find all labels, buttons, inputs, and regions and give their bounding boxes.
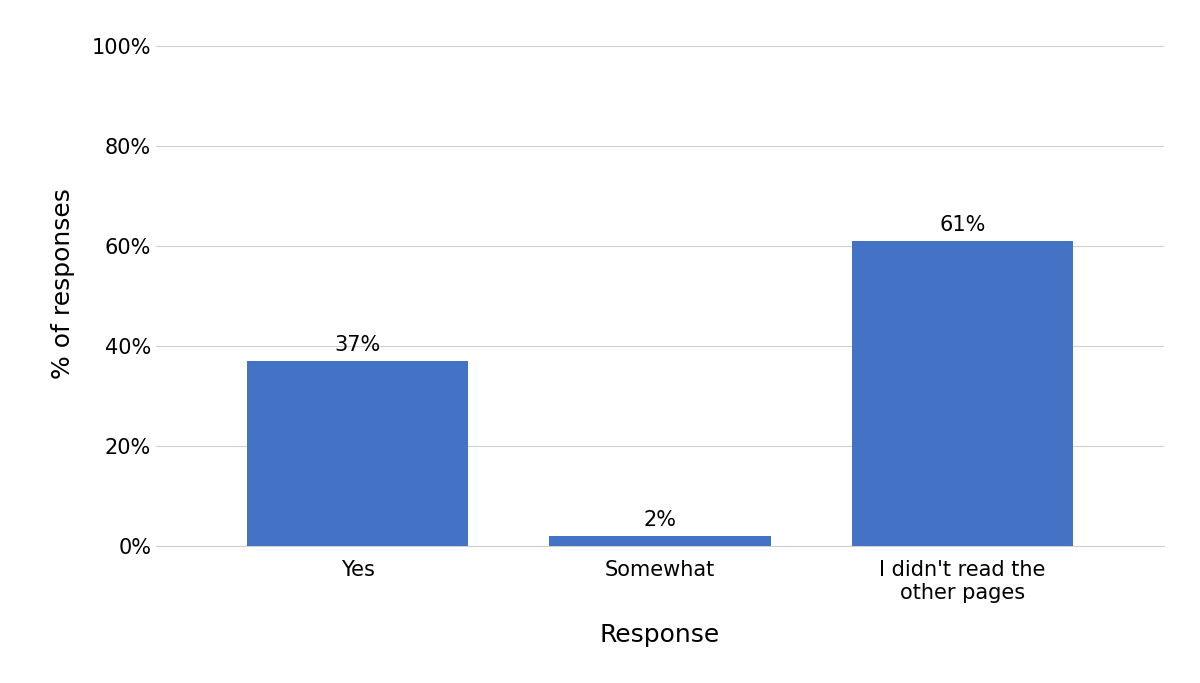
Bar	[852, 241, 1073, 546]
X-axis label: Response: Response	[600, 623, 720, 647]
Text: 2%: 2%	[643, 510, 677, 531]
Text: 37%: 37%	[335, 335, 380, 355]
Y-axis label: % of responses: % of responses	[50, 188, 74, 379]
Bar	[550, 536, 770, 546]
Text: 61%: 61%	[940, 215, 985, 235]
Bar	[247, 361, 468, 546]
